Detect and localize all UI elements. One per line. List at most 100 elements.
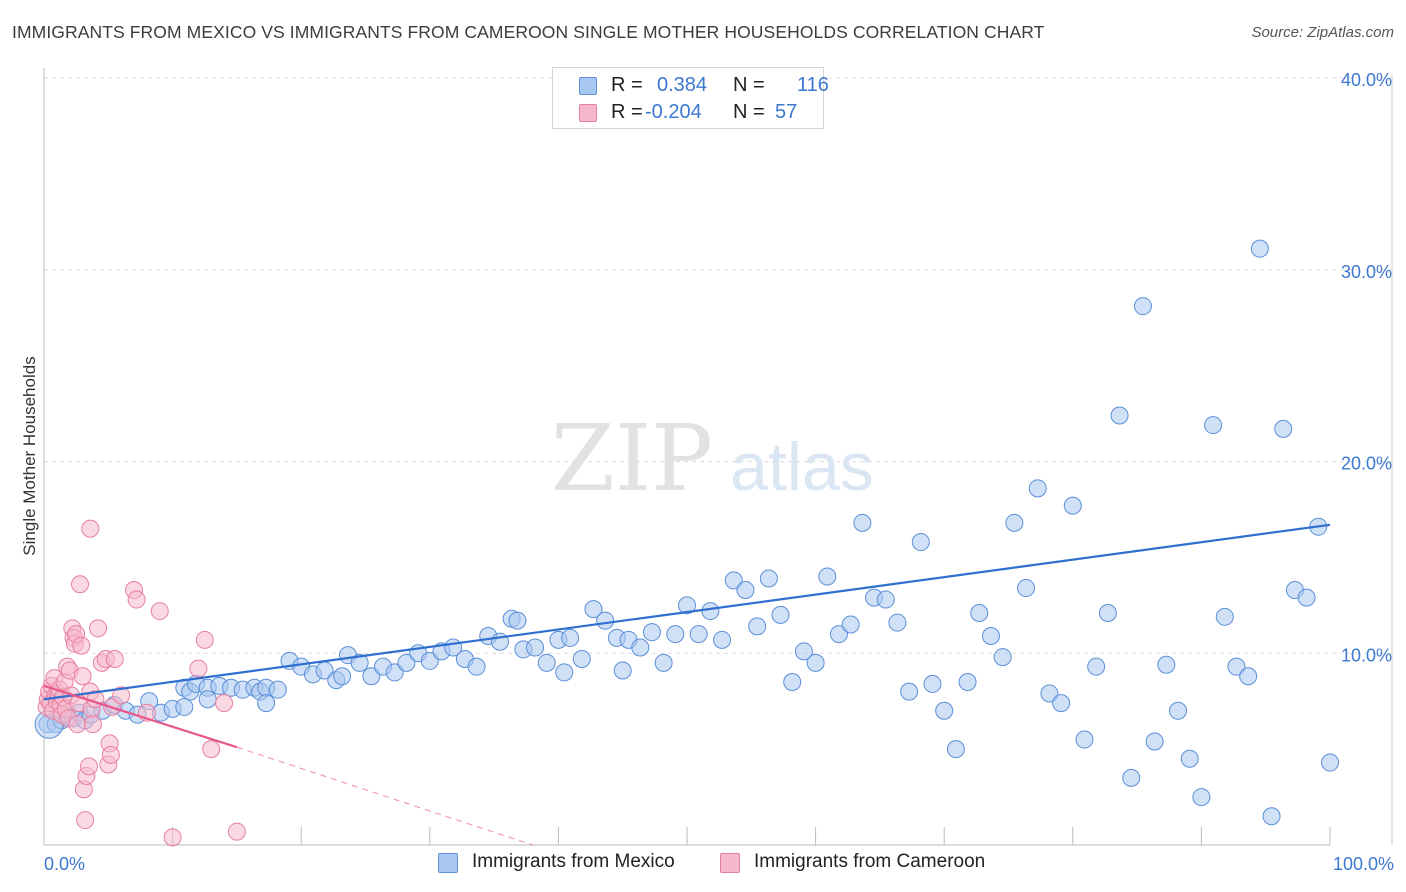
cameroon-point <box>150 602 169 621</box>
mexico-point <box>1133 297 1152 316</box>
mexico-point <box>970 603 989 622</box>
mexico-point <box>1040 684 1059 703</box>
mexico-point <box>572 650 591 669</box>
mexico-point <box>736 580 755 599</box>
mexico-point <box>818 567 837 586</box>
mexico-point <box>701 602 720 621</box>
series-mexico-points <box>34 239 1339 826</box>
mexico-point <box>911 533 930 552</box>
y-tick-label: 10.0% <box>1341 645 1392 665</box>
cameroon-point <box>71 575 90 594</box>
mexico-trend-line <box>43 523 1331 701</box>
watermark-zip: ZIP <box>551 405 713 512</box>
mexico-point <box>1239 667 1258 686</box>
mexico-point <box>596 611 615 630</box>
mexico-point <box>1110 406 1129 425</box>
legend-r-value: -0.204 <box>645 101 702 123</box>
cameroon-point <box>80 757 99 776</box>
legend-swatch-mexico <box>579 77 597 95</box>
mexico-point <box>946 740 965 759</box>
mexico-point <box>678 596 696 615</box>
cameroon-point <box>101 745 120 764</box>
mexico-point <box>1274 419 1293 438</box>
mexico-point <box>993 648 1012 667</box>
source-credit: Source: ZipAtlas.com <box>1251 24 1394 41</box>
mexico-point <box>783 673 802 692</box>
grid-lines <box>44 77 1392 654</box>
mexico-point <box>1063 496 1082 515</box>
mexico-point <box>397 653 416 672</box>
mexico-point <box>1028 479 1047 498</box>
mexico-point <box>888 613 907 632</box>
mexico-point <box>829 625 848 644</box>
mexico-point <box>526 638 545 657</box>
mexico-point <box>613 661 632 680</box>
mexico-point <box>771 605 790 624</box>
mexico-point <box>642 623 661 642</box>
x-tick-label: 0.0% <box>44 854 85 874</box>
cameroon-point <box>72 636 91 655</box>
mexico-point <box>508 611 527 630</box>
mexico-point <box>420 651 439 670</box>
mexico-point <box>794 642 813 661</box>
mexico-point <box>981 626 1000 645</box>
mexico-point <box>1075 730 1094 749</box>
mexico-point <box>561 628 580 647</box>
cameroon-trend-extension <box>236 746 533 846</box>
mexico-point <box>1180 749 1199 768</box>
mexico-point <box>759 569 778 588</box>
cameroon-point <box>81 519 100 538</box>
chart-title: IMMIGRANTS FROM MEXICO VS IMMIGRANTS FRO… <box>12 22 1045 42</box>
mexico-point <box>175 697 194 716</box>
cameroon-point <box>202 740 221 759</box>
mexico-point <box>1052 694 1071 713</box>
cameroon-point <box>163 828 182 847</box>
y-tick-label: 30.0% <box>1341 262 1392 282</box>
bottom-legend-label-cameroon: Immigrants from Cameroon <box>754 851 986 872</box>
mexico-point <box>1227 657 1246 676</box>
mexico-point <box>1087 657 1106 676</box>
mexico-point <box>748 617 767 636</box>
cameroon-point <box>112 686 131 705</box>
mexico-point <box>841 615 860 634</box>
mexico-point <box>1250 239 1269 258</box>
mexico-point <box>923 674 942 693</box>
mexico-point <box>333 667 352 686</box>
bottom-legend-swatch-mexico <box>438 853 458 873</box>
mexico-point <box>537 653 556 672</box>
legend-r-label: R = <box>611 74 643 96</box>
stats-legend: R = 0.384 N = 116 R = -0.204 N = 57 <box>552 67 829 129</box>
axes <box>43 68 1393 846</box>
mexico-point <box>666 625 685 644</box>
legend-swatch-cameroon <box>579 104 597 122</box>
mexico-point <box>1157 655 1176 674</box>
legend-n-value: 116 <box>797 74 829 96</box>
cameroon-point <box>73 667 92 686</box>
mexico-point <box>1005 513 1024 532</box>
y-tick-label: 40.0% <box>1341 70 1392 90</box>
mexico-point <box>198 690 217 709</box>
mexico-point <box>555 663 574 682</box>
mexico-point <box>350 653 369 672</box>
mexico-point <box>1122 768 1141 787</box>
y-tick-label: 20.0% <box>1341 454 1392 474</box>
watermark-atlas: atlas <box>730 429 874 505</box>
mexico-point <box>584 600 603 619</box>
mexico-point <box>1321 753 1339 772</box>
watermark: ZIP atlas <box>551 405 874 512</box>
y-axis-label: Single Mother Households <box>20 356 39 555</box>
legend-r-label: R = <box>611 101 643 123</box>
mexico-point <box>900 682 919 701</box>
cameroon-point <box>227 822 246 841</box>
mexico-point <box>806 653 825 672</box>
cameroon-trend-line <box>43 684 238 749</box>
mexico-point <box>1098 603 1117 622</box>
cameroon-point <box>127 590 146 609</box>
legend-row-cameroon: R = -0.204 N = 57 <box>553 101 823 127</box>
cameroon-point <box>105 650 124 669</box>
bottom-legend-label-mexico: Immigrants from Mexico <box>472 851 675 872</box>
legend-r-value: 0.384 <box>657 74 708 96</box>
mexico-point <box>1017 579 1036 598</box>
cameroon-point <box>215 694 234 713</box>
mexico-point <box>1204 416 1223 435</box>
